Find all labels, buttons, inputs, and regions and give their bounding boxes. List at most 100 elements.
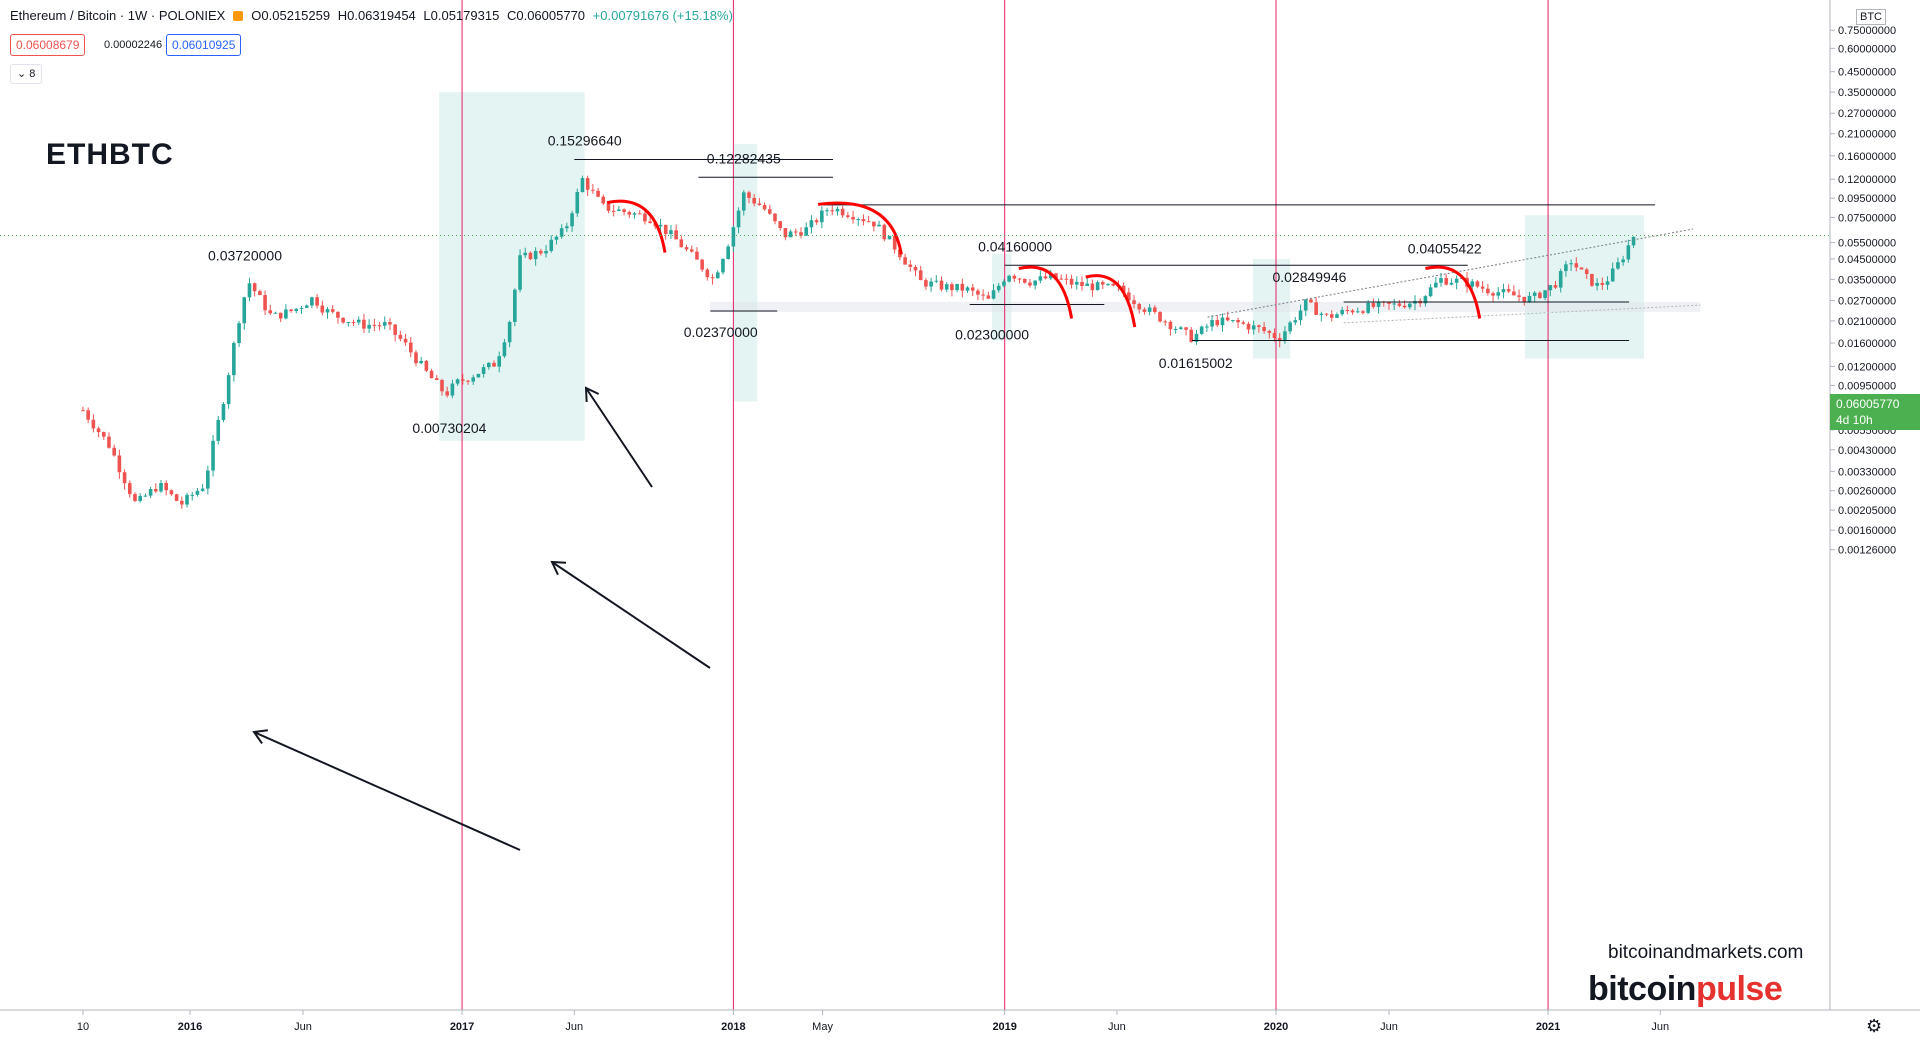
candle-body bbox=[299, 307, 304, 309]
candle-body bbox=[315, 297, 319, 306]
price-annotation: 0.01615002 bbox=[1159, 355, 1233, 371]
candle-body bbox=[965, 287, 970, 291]
ask-button[interactable]: 0.06010925 bbox=[166, 34, 242, 56]
candle-body bbox=[689, 249, 694, 252]
candle-body bbox=[1205, 326, 1209, 328]
candle-body bbox=[1267, 331, 1272, 333]
time-tick-label: Jun bbox=[1380, 1021, 1398, 1033]
time-tick-label: May bbox=[812, 1021, 833, 1033]
candle-body bbox=[112, 447, 116, 456]
candle-body bbox=[1616, 262, 1620, 269]
candle-body bbox=[960, 283, 965, 291]
symbol-label[interactable]: Ethereum / Bitcoin · 1W · POLONIEX bbox=[10, 8, 226, 23]
candle-body bbox=[502, 342, 507, 357]
candle-body bbox=[1095, 282, 1100, 291]
candle-body bbox=[1194, 333, 1199, 342]
candle-body bbox=[466, 380, 470, 382]
bid-button[interactable]: 0.06008679 bbox=[10, 34, 86, 56]
candle-body bbox=[471, 377, 476, 382]
candle-body bbox=[403, 338, 408, 343]
price-tick-label: 0.01200000 bbox=[1838, 361, 1896, 373]
price-tick-label: 0.00260000 bbox=[1838, 486, 1896, 498]
candle-body bbox=[1059, 278, 1063, 280]
candle-body bbox=[1329, 314, 1334, 318]
candle-body bbox=[918, 270, 923, 281]
candle-body bbox=[1355, 311, 1360, 313]
candle-body bbox=[565, 226, 569, 229]
candle-body bbox=[159, 482, 163, 492]
candle-body bbox=[773, 213, 777, 222]
candle-body bbox=[356, 319, 361, 323]
candle-body bbox=[1033, 280, 1037, 286]
candle-body bbox=[164, 482, 169, 491]
candle-body bbox=[643, 213, 647, 222]
candle-body bbox=[122, 472, 127, 484]
candle-body bbox=[294, 308, 299, 312]
distribution-arc bbox=[817, 201, 903, 255]
candle-body bbox=[1043, 276, 1048, 279]
candle-body bbox=[1028, 282, 1032, 286]
price-tick-label: 0.21000000 bbox=[1838, 129, 1896, 141]
watermark-site: bitcoinandmarkets.com bbox=[1608, 942, 1804, 963]
candle-body bbox=[929, 281, 933, 287]
candle-body bbox=[523, 252, 528, 256]
time-tick-label: 2020 bbox=[1264, 1021, 1288, 1033]
candle-body bbox=[1241, 322, 1246, 324]
candle-body bbox=[367, 324, 371, 329]
price-tick-label: 0.05500000 bbox=[1838, 238, 1896, 250]
candle-body bbox=[736, 210, 741, 228]
candle-body bbox=[544, 250, 548, 254]
candle-body bbox=[814, 220, 819, 223]
price-tick-label: 0.09500000 bbox=[1838, 193, 1896, 205]
candle-body bbox=[1210, 320, 1214, 327]
candle-body bbox=[1361, 311, 1365, 313]
candle-body bbox=[747, 192, 751, 198]
highlight-zone bbox=[733, 143, 758, 402]
candle-body bbox=[476, 373, 481, 378]
price-tick-label: 0.27000000 bbox=[1838, 108, 1896, 120]
arrow-head-icon bbox=[252, 729, 269, 745]
candle-body bbox=[133, 494, 137, 501]
candle-body bbox=[252, 283, 257, 292]
candle-body bbox=[1283, 331, 1287, 342]
candle-body bbox=[856, 219, 861, 221]
candle-body bbox=[1584, 269, 1589, 274]
candle-body bbox=[924, 280, 928, 287]
settings-gear-icon[interactable]: ⚙ bbox=[1866, 1016, 1883, 1036]
candle-body bbox=[549, 239, 554, 251]
candle-body bbox=[1350, 310, 1355, 313]
candle-body bbox=[330, 309, 335, 312]
candle-body bbox=[809, 220, 814, 228]
candle-body bbox=[346, 322, 351, 324]
price-annotation: 0.04055422 bbox=[1408, 240, 1482, 256]
candle-body bbox=[533, 250, 538, 260]
candle-body bbox=[1303, 299, 1308, 311]
candle-body bbox=[1553, 285, 1558, 288]
spread-value: 0.00002246 bbox=[104, 39, 163, 51]
candle-body bbox=[981, 294, 985, 296]
candle-body bbox=[944, 284, 949, 290]
currency-unit-label[interactable]: BTC bbox=[1856, 9, 1886, 25]
candle-body bbox=[1610, 268, 1615, 282]
indicators-collapse-button[interactable]: ⌄ 8 bbox=[10, 64, 43, 84]
candle-body bbox=[1251, 325, 1256, 330]
arrow-head-icon bbox=[550, 560, 567, 576]
candle-body bbox=[1199, 326, 1204, 334]
candle-body bbox=[804, 227, 809, 236]
candle-body bbox=[1147, 307, 1152, 312]
candle-body bbox=[830, 210, 835, 212]
candle-body bbox=[1579, 267, 1584, 270]
price-tick-label: 0.03500000 bbox=[1838, 274, 1896, 286]
candle-body bbox=[154, 489, 158, 492]
candle-body bbox=[1231, 320, 1235, 322]
time-tick-label: 2018 bbox=[721, 1021, 745, 1033]
candle-body bbox=[143, 495, 148, 497]
candle-body bbox=[741, 192, 746, 211]
candle-body bbox=[377, 325, 382, 327]
candle-body bbox=[1069, 278, 1074, 285]
candle-body bbox=[263, 295, 267, 311]
candle-body bbox=[200, 488, 205, 491]
candle-body bbox=[1101, 282, 1105, 285]
candle-body bbox=[1527, 295, 1532, 302]
